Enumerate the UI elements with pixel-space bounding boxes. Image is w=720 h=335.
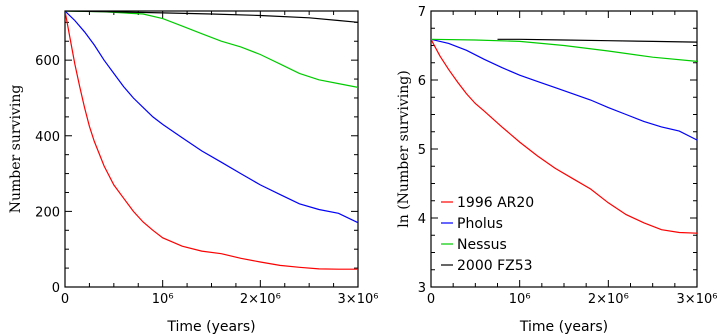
- x-tick-label: 2×10⁶: [588, 292, 629, 307]
- series-line-pholus: [65, 11, 358, 224]
- y-tick-label: 200: [35, 205, 60, 220]
- x-axis-title: Time (years): [519, 319, 608, 335]
- plot-frame: [64, 10, 359, 288]
- y-tick-label: 600: [35, 54, 60, 69]
- x-tick-label: 10⁶: [509, 292, 531, 307]
- series-line-1996-ar20: [431, 39, 697, 234]
- x-tick-label: 0: [61, 292, 69, 307]
- y-tick-label: 3: [418, 281, 426, 296]
- x-tick-label: 3×10⁶: [677, 292, 718, 307]
- series-line-2000-fz53: [497, 38, 697, 43]
- series-line-nessus: [431, 38, 697, 62]
- y-tick-label: 5: [418, 143, 426, 158]
- x-tick-label: 2×10⁶: [240, 292, 281, 307]
- legend-label: Pholus: [457, 216, 503, 232]
- y-axis-title: ln (Number surviving): [396, 70, 412, 227]
- legend-label: 2000 FZ53: [457, 258, 533, 274]
- legend-label: 1996 AR20: [457, 195, 534, 211]
- y-tick-label: 6: [418, 74, 426, 89]
- panel-number-surviving: 0 10⁶ 2×10⁶ 3×10⁶ 0 200 400 600 Time (years) Numb…: [8, 10, 379, 335]
- y-tick-label: 7: [418, 5, 426, 20]
- panel-ln-number-surviving: 0 10⁶ 2×10⁶ 3×10⁶ 3 4 5 6 7 Time (years) ln (Numbe…: [396, 5, 717, 335]
- y-tick-label: 4: [418, 212, 426, 227]
- x-tick-label: 0: [427, 292, 435, 307]
- series-line-pholus: [431, 38, 697, 141]
- x-tick-label: 3×10⁶: [338, 292, 379, 307]
- y-axis-title: Number surviving: [8, 85, 24, 214]
- series-line-1996-ar20: [65, 11, 358, 270]
- y-tick-label: 400: [35, 130, 60, 145]
- series-line-2000-fz53: [65, 11, 358, 23]
- legend-label: Nessus: [457, 237, 507, 253]
- x-axis-title: Time (years): [166, 319, 255, 335]
- series-line-nessus: [65, 11, 358, 88]
- x-tick-label: 10⁶: [152, 292, 174, 307]
- y-tick-label: 0: [52, 281, 60, 296]
